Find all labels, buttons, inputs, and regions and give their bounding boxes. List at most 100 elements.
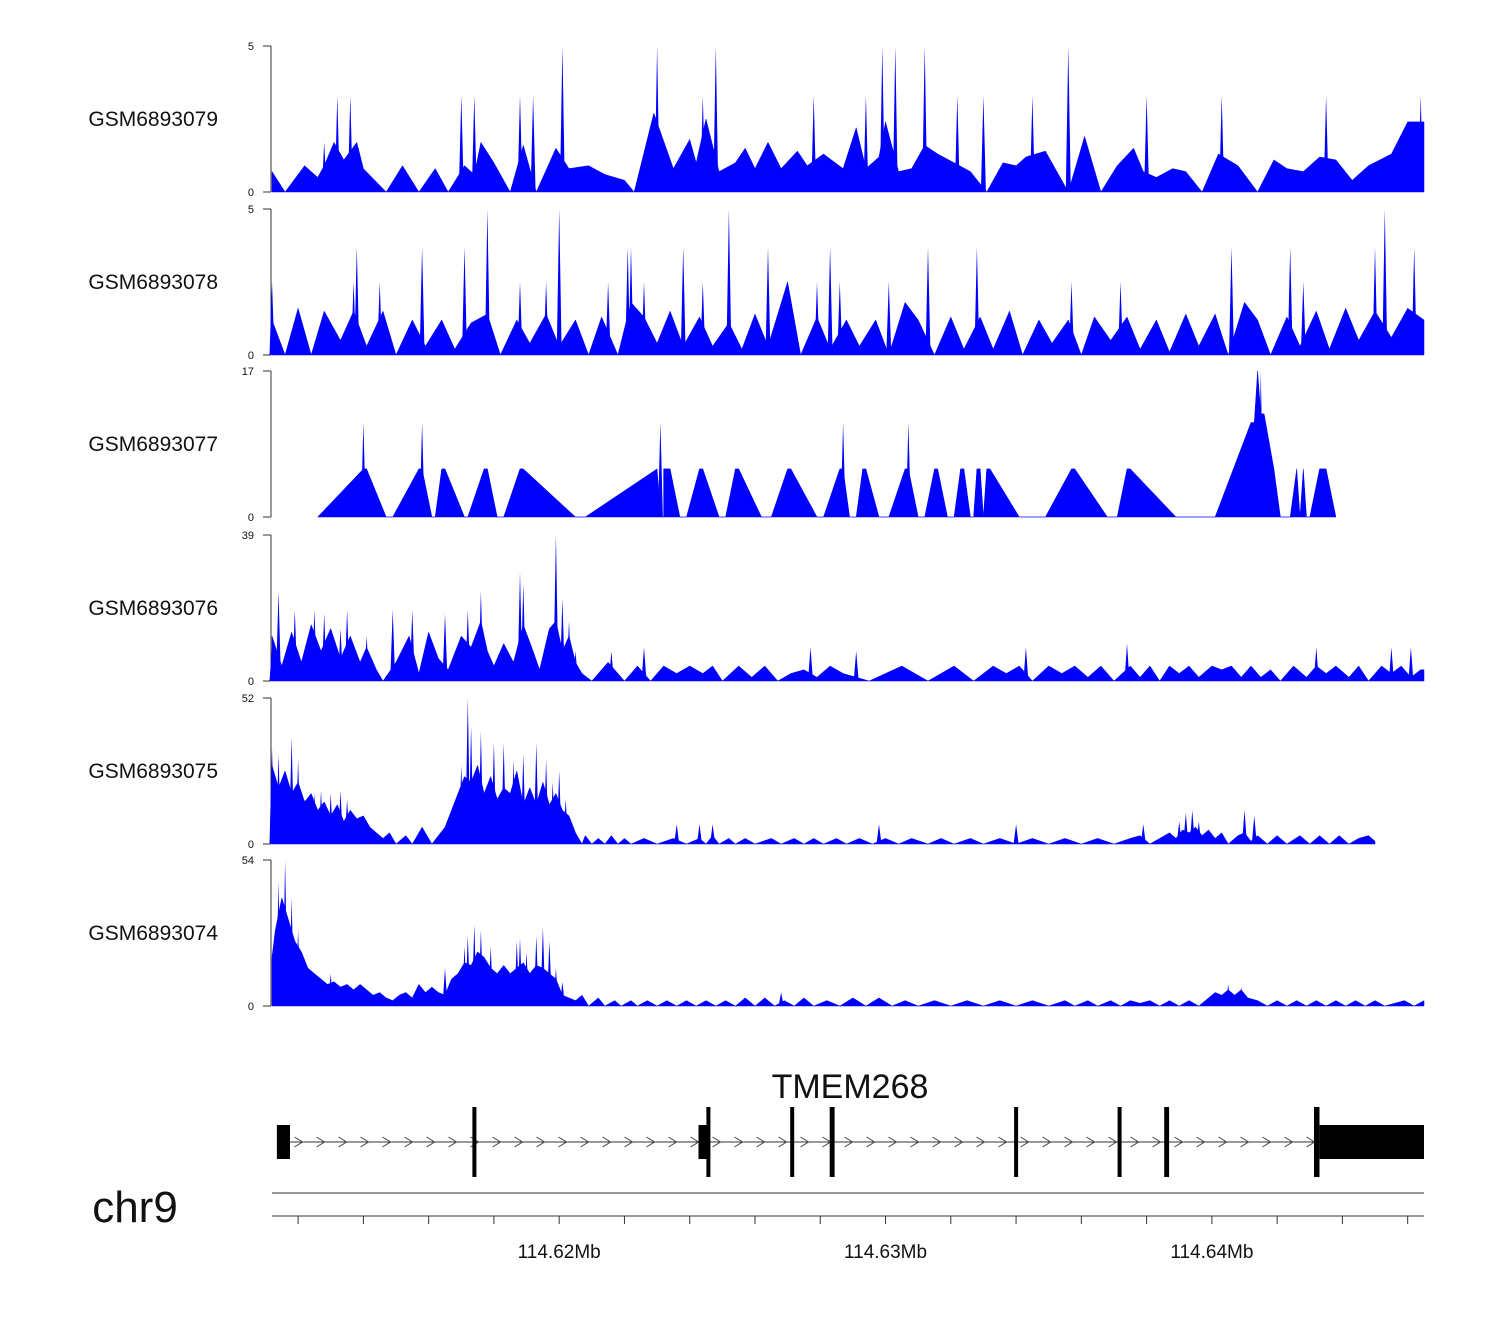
coverage-peak xyxy=(608,651,614,681)
coverage-peak xyxy=(827,247,833,355)
strand-arrow xyxy=(800,1136,810,1148)
coverage-peak xyxy=(292,609,298,681)
strand-arrow xyxy=(734,1136,744,1148)
y-min-label: 0 xyxy=(248,512,254,524)
coverage-peak xyxy=(553,535,559,681)
coverage-peak xyxy=(765,247,771,355)
strand-arrow xyxy=(1152,1136,1162,1148)
track-name-label: GSM6893075 xyxy=(88,760,218,783)
strand-arrow xyxy=(1262,1136,1272,1148)
coverage-peak xyxy=(458,765,464,844)
track-name-label: GSM6893074 xyxy=(88,922,218,945)
coverage-peak xyxy=(328,793,334,844)
track-name-label: GSM6893077 xyxy=(88,433,218,456)
coverage-peak xyxy=(876,824,882,844)
strand-arrow xyxy=(646,1136,656,1148)
coverage-peak xyxy=(1189,810,1195,844)
coverage-peak xyxy=(1176,821,1182,844)
coverage-peak xyxy=(905,422,911,517)
coverage-peak xyxy=(517,95,523,192)
coverage-peak xyxy=(468,726,474,844)
coverage-peak xyxy=(517,282,523,355)
coverage-peak xyxy=(471,924,477,1006)
coverage-peak xyxy=(863,95,869,192)
strand-arrow xyxy=(954,1136,964,1148)
coverage-peak xyxy=(328,973,334,1006)
strand-arrow xyxy=(1284,1136,1294,1148)
coverage-peak xyxy=(1029,95,1035,192)
coverage-peak xyxy=(276,591,281,681)
coverage-peak xyxy=(559,981,565,1006)
strand-arrow xyxy=(1130,1136,1140,1148)
strand-arrow xyxy=(778,1136,788,1148)
coverage-peak xyxy=(501,742,507,844)
coverage-peak xyxy=(808,647,813,681)
coverage-peak xyxy=(1408,647,1414,681)
strand-arrow xyxy=(360,1136,370,1148)
coverage-peak xyxy=(354,247,360,355)
y-min-label: 0 xyxy=(248,676,254,688)
coverage-peak xyxy=(511,759,516,844)
strand-arrow xyxy=(294,1136,304,1148)
y-max-label: 52 xyxy=(242,693,254,705)
strand-arrow xyxy=(910,1136,920,1148)
exon-cds xyxy=(790,1107,795,1177)
coverage-peak xyxy=(517,572,523,681)
y-min-label: 0 xyxy=(248,1001,254,1013)
y-max-label: 5 xyxy=(248,204,254,216)
coverage-peak xyxy=(321,142,327,192)
coverage-area xyxy=(271,764,1376,845)
coverage-peak xyxy=(559,46,565,192)
coverage-peak xyxy=(311,793,317,844)
coverage-peak xyxy=(1372,247,1378,355)
strand-arrow xyxy=(976,1136,986,1148)
coverage-peak xyxy=(837,282,843,355)
coverage-peak xyxy=(419,422,425,517)
coverage-peak xyxy=(524,951,529,1006)
gene-name-label: TMEM268 xyxy=(772,1068,929,1106)
coverage-peak xyxy=(1069,282,1074,355)
coverage-peak xyxy=(726,209,732,355)
strand-arrow xyxy=(624,1136,634,1148)
coverage-peak xyxy=(491,742,497,844)
coverage-peak xyxy=(1251,815,1257,844)
coverage-peak xyxy=(954,95,960,192)
coverage-peak xyxy=(478,930,484,1006)
strand-arrow xyxy=(316,1136,326,1148)
coverage-peak xyxy=(605,282,611,355)
coverage-peak xyxy=(697,824,702,844)
coverage-peak xyxy=(530,95,536,192)
strand-arrow xyxy=(492,1136,502,1148)
coverage-area xyxy=(317,370,1337,518)
coverage-peak xyxy=(563,799,569,844)
coverage-area xyxy=(271,897,1425,1007)
coverage-peak xyxy=(1411,247,1417,355)
exon-cds xyxy=(472,1107,477,1177)
coverage-peak xyxy=(458,95,464,192)
coverage-peak xyxy=(840,422,846,517)
genome-axis: 114.62Mb 114.63Mb 114.64Mb xyxy=(272,1192,1424,1263)
coverage-peak xyxy=(302,799,308,844)
coverage-peak xyxy=(1144,95,1150,192)
coverage-peak xyxy=(344,799,350,844)
strand-arrow xyxy=(1042,1136,1052,1148)
coverage-peak xyxy=(700,95,706,192)
strand-arrow xyxy=(602,1136,612,1148)
strand-arrow xyxy=(514,1136,524,1148)
coverage-peak xyxy=(1258,371,1264,517)
exon-cds xyxy=(829,1107,835,1177)
coverage-peak xyxy=(295,930,301,1006)
strand-arrow xyxy=(448,1136,458,1148)
exon-utr xyxy=(276,1125,290,1159)
coverage-peak xyxy=(478,591,484,681)
coverage-peak xyxy=(328,628,334,681)
track-GSM6893075: GSM6893075 52 0 xyxy=(88,693,1376,851)
exon-cds xyxy=(1314,1107,1320,1177)
coverage-peak xyxy=(543,759,549,844)
coverage-peak xyxy=(1418,95,1424,192)
coverage-peak xyxy=(974,247,980,355)
coverage-peak xyxy=(641,282,647,355)
coverage-peak xyxy=(520,583,526,681)
strand-arrow xyxy=(558,1136,568,1148)
coverage-peak xyxy=(778,992,784,1006)
